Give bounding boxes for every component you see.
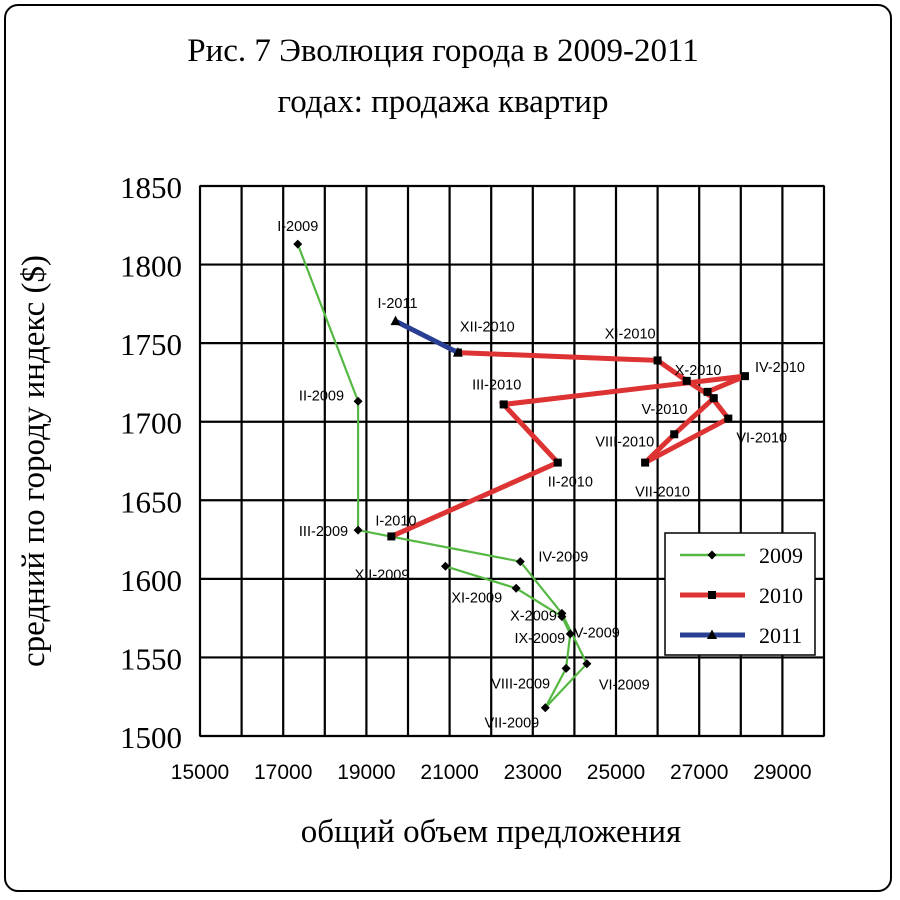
point-label: V-2010 — [642, 402, 688, 418]
series-line-2009 — [296, 243, 589, 709]
legend-label: 2009 — [759, 543, 803, 568]
data-point-2009 — [561, 663, 571, 673]
point-label: XII-2009 — [355, 567, 410, 583]
point-label: X-2009 — [510, 609, 557, 625]
point-label: II-2009 — [299, 388, 344, 404]
legend: 2009 2010 2011 — [664, 532, 816, 656]
data-point-2010 — [682, 376, 691, 385]
point-label: I-2010 — [375, 513, 416, 529]
point-label: VII-2010 — [635, 485, 690, 501]
legend-item-2010: 2010 — [680, 583, 803, 608]
x-tick-label: 15000 — [171, 761, 229, 784]
x-tick-label: 21000 — [420, 761, 478, 784]
legend-marker — [708, 591, 716, 599]
point-label: III-2010 — [472, 377, 521, 393]
point-label: I-2011 — [377, 296, 417, 312]
y-tick-label: 1600 — [120, 563, 182, 598]
data-point-2009 — [293, 239, 303, 249]
data-point-2010 — [387, 532, 396, 541]
data-point-2009 — [353, 525, 363, 535]
point-label: VI-2009 — [599, 678, 650, 694]
x-axis-label: общий объем предложения — [301, 814, 681, 850]
data-point-2010 — [724, 414, 733, 423]
point-label: VIII-2010 — [595, 434, 654, 450]
data-point-2009 — [511, 583, 521, 593]
y-tick-label: 1650 — [120, 484, 182, 519]
point-label: IX-2009 — [514, 631, 565, 647]
y-tick-label: 1800 — [120, 249, 182, 284]
data-point-2010 — [709, 394, 718, 403]
x-tick-label: 19000 — [337, 761, 395, 784]
point-labels: I-2009 II-2009 III-2009 IV-2009 V-2009 VI-200… — [277, 219, 805, 732]
data-point-2009 — [353, 396, 363, 406]
point-label: III-2009 — [299, 524, 348, 540]
data-point-2009 — [565, 629, 575, 639]
chart-title-line-2: годах: продажа квартир — [278, 84, 609, 120]
legend-item-2009: 2009 — [680, 543, 803, 568]
legend-label: 2010 — [759, 583, 803, 608]
y-tick-label: 1500 — [120, 720, 182, 755]
data-point-2010 — [553, 458, 562, 467]
y-axis-ticks: 1500 1550 1600 1650 1700 1750 1800 1850 — [120, 170, 182, 755]
point-label: XII-2010 — [460, 320, 515, 336]
x-tick-label: 17000 — [254, 761, 312, 784]
point-label: II-2010 — [548, 475, 593, 491]
series-2009 — [293, 239, 592, 713]
y-tick-label: 1700 — [120, 406, 182, 441]
data-point-2009 — [582, 659, 592, 669]
point-label: IV-2009 — [538, 550, 588, 566]
legend-label: 2011 — [759, 623, 802, 648]
x-tick-label: 29000 — [753, 761, 811, 784]
y-tick-label: 1750 — [120, 327, 182, 362]
x-axis-ticks: 15000 17000 19000 21000 23000 25000 27000 29000 — [171, 761, 812, 784]
data-point-2009 — [440, 561, 450, 571]
figure-frame — [4, 4, 892, 892]
legend-marker — [707, 629, 717, 639]
data-point-2010 — [499, 400, 508, 409]
x-tick-label: 23000 — [504, 761, 562, 784]
legend-marker — [707, 550, 717, 560]
data-point-2010 — [653, 356, 662, 365]
x-tick-label: 27000 — [670, 761, 728, 784]
data-point-2010 — [740, 372, 749, 381]
y-axis-label: средний по городу индекс ($) — [16, 255, 52, 667]
series-line-2010 — [390, 350, 746, 539]
data-point-2010 — [670, 430, 679, 439]
data-point-2009 — [540, 703, 550, 713]
point-label: VIII-2009 — [491, 676, 550, 692]
y-tick-label: 1850 — [120, 170, 182, 205]
point-label: XI-2009 — [451, 590, 502, 606]
chart-title-line-1: Рис. 7 Эволюция города в 2009-2011 — [187, 33, 699, 69]
data-point-2010 — [703, 387, 712, 396]
data-point-2010 — [641, 458, 650, 467]
plot-area — [199, 185, 825, 737]
point-label: VI-2010 — [736, 431, 787, 447]
y-tick-label: 1550 — [120, 641, 182, 676]
series-group — [293, 239, 749, 713]
data-point-2011 — [452, 347, 463, 357]
data-point-2011 — [390, 315, 401, 326]
point-label: XI-2010 — [605, 326, 656, 342]
series-line-2011 — [394, 318, 460, 355]
point-label: X-2010 — [675, 363, 722, 379]
data-point-2009 — [515, 557, 525, 567]
legend-item-2011: 2011 — [680, 623, 802, 648]
series-2011 — [390, 315, 463, 357]
point-label: VII-2009 — [484, 716, 539, 732]
x-tick-label: 25000 — [587, 761, 645, 784]
point-label: IV-2010 — [755, 360, 805, 376]
point-label: I-2009 — [277, 219, 318, 235]
point-label: V-2009 — [574, 625, 620, 641]
data-point-2009 — [557, 612, 567, 622]
series-2010 — [387, 348, 749, 541]
